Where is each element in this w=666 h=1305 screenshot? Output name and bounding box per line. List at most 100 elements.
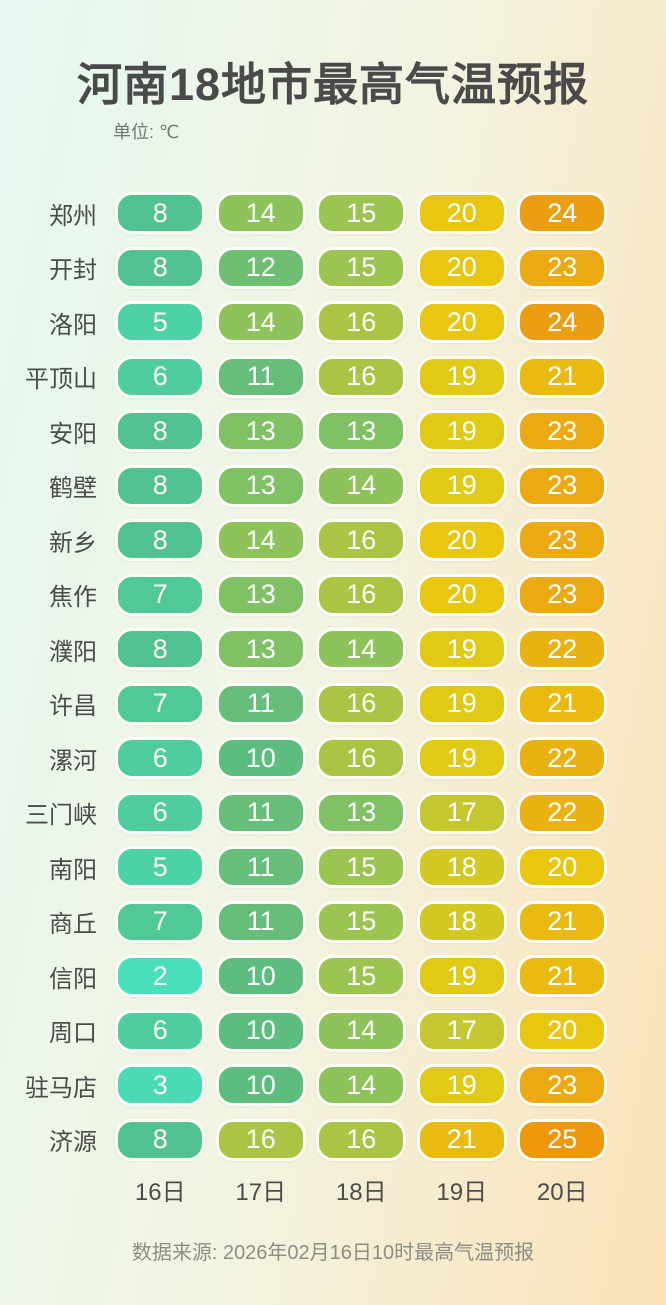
- temperature-pill: 10: [215, 955, 306, 997]
- temperature-pill: 14: [316, 1009, 407, 1052]
- temperature-cell: 17: [412, 1009, 513, 1052]
- temperature-cells: 2 10 15 19 21: [110, 955, 613, 997]
- temperature-cell: 16: [211, 1118, 312, 1161]
- temperature-cell: 20: [412, 573, 513, 616]
- temperature-cell: 8: [110, 628, 211, 670]
- temperature-cell: 16: [311, 355, 412, 398]
- temperature-pill: 18: [416, 900, 507, 943]
- city-label: 驻马店: [25, 1074, 97, 1102]
- city-label: 漯河: [49, 747, 97, 775]
- temperature-cell: 14: [311, 628, 412, 670]
- table-row: 郑州 8 14 15 20 24: [0, 192, 613, 234]
- temperature-pill: 11: [215, 900, 306, 943]
- temperature-pill: 5: [115, 301, 206, 343]
- temperature-cell: 8: [110, 464, 211, 507]
- city-label: 周口: [49, 1020, 97, 1047]
- temperature-cells: 6 11 16 19 21: [110, 355, 613, 398]
- city-label: 焦作: [49, 584, 97, 611]
- city-label: 许昌: [49, 693, 97, 720]
- temperature-pill: 21: [517, 900, 608, 943]
- temperature-pill: 6: [115, 355, 206, 398]
- city-label: 平顶山: [25, 366, 97, 393]
- city-label: 濮阳: [49, 638, 97, 666]
- temperature-cell: 16: [311, 573, 412, 616]
- temperature-pill: 14: [215, 301, 306, 343]
- date-label: 18日: [335, 1179, 387, 1206]
- temperature-pill: 20: [416, 192, 507, 234]
- temperature-pill: 15: [316, 900, 407, 943]
- temperature-cell: 19: [412, 1064, 513, 1106]
- temperature-cell: 3: [110, 1064, 211, 1106]
- temperature-pill: 23: [517, 1064, 608, 1106]
- temperature-cell: 10: [211, 1009, 312, 1052]
- temperature-cell: 18: [412, 846, 513, 888]
- temperature-cell: 7: [110, 682, 211, 725]
- temperature-cell: 11: [211, 900, 312, 943]
- temperature-pill: 21: [517, 955, 608, 997]
- table-row: 信阳 2 10 15 19 21: [0, 955, 613, 997]
- temperature-cells: 7 11 15 18 21: [110, 900, 613, 943]
- city-label: 安阳: [49, 420, 97, 448]
- temperature-cells: 7 11 16 19 21: [110, 682, 613, 725]
- temperature-pill: 15: [316, 246, 407, 289]
- table-row: 商丘 7 11 15 18 21: [0, 900, 613, 943]
- temperature-cells: 5 14 16 20 24: [110, 301, 613, 343]
- temperature-cell: 13: [211, 628, 312, 670]
- temperature-pill: 20: [416, 573, 507, 616]
- temperature-cells: 8 13 13 19 23: [110, 410, 613, 452]
- temperature-pill: 23: [517, 410, 608, 452]
- temperature-pill: 10: [215, 737, 306, 779]
- temperature-pill: 8: [115, 519, 206, 561]
- temperature-pill: 5: [115, 846, 206, 888]
- temperature-pill: 22: [517, 628, 608, 670]
- city-label: 郑州: [49, 202, 97, 230]
- temperature-cell: 22: [512, 791, 613, 834]
- temperature-cells: 5 11 15 18 20: [110, 846, 613, 888]
- table-row: 漯河 6 10 16 19 22: [0, 737, 613, 779]
- temperature-cell: 16: [311, 737, 412, 779]
- table-row: 三门峡 6 11 13 17 22: [0, 791, 613, 834]
- temperature-cell: 8: [110, 246, 211, 289]
- temperature-cell: 15: [311, 192, 412, 234]
- temperature-cells: 8 16 16 21 25: [110, 1118, 613, 1161]
- temperature-cell: 6: [110, 791, 211, 834]
- temperature-pill: 16: [316, 573, 407, 616]
- temperature-cell: 11: [211, 846, 312, 888]
- temperature-cell: 21: [512, 355, 613, 398]
- temperature-cell: 19: [412, 737, 513, 779]
- temperature-cell: 25: [512, 1118, 613, 1161]
- temperature-pill: 19: [416, 464, 507, 507]
- temperature-cell: 13: [211, 464, 312, 507]
- date-label: 16日: [134, 1179, 186, 1206]
- temperature-pill: 24: [517, 192, 608, 234]
- temperature-cell: 14: [311, 464, 412, 507]
- temperature-cell: 15: [311, 955, 412, 997]
- city-label: 济源: [49, 1129, 97, 1156]
- temperature-cells: 8 14 15 20 24: [110, 192, 613, 234]
- temperature-pill: 15: [316, 846, 407, 888]
- temperature-pill: 8: [115, 410, 206, 452]
- temperature-cell: 19: [412, 955, 513, 997]
- temperature-pill: 22: [517, 791, 608, 834]
- temperature-pill: 16: [316, 301, 407, 343]
- temperature-pill: 23: [517, 464, 608, 507]
- date-label: 19日: [436, 1179, 488, 1206]
- page-title: 河南18地市最高气温预报: [76, 59, 590, 110]
- temperature-cell: 19: [412, 464, 513, 507]
- temperature-pill: 14: [316, 628, 407, 670]
- temperature-cell: 5: [110, 846, 211, 888]
- temperature-cell: 8: [110, 410, 211, 452]
- temperature-pill: 19: [416, 682, 507, 725]
- table-row: 焦作 7 13 16 20 23: [0, 573, 613, 616]
- temperature-pill: 19: [416, 955, 507, 997]
- temperature-pill: 11: [215, 846, 306, 888]
- temperature-cell: 16: [311, 682, 412, 725]
- temperature-cells: 8 13 14 19 22: [110, 628, 613, 670]
- temperature-pill: 14: [316, 1064, 407, 1106]
- temperature-pill: 14: [316, 464, 407, 507]
- city-label: 鹤壁: [49, 475, 97, 502]
- temperature-pill: 15: [316, 192, 407, 234]
- temperature-pill: 20: [416, 519, 507, 561]
- forecast-table: 郑州 8 14 15 20 24 开封 8 12 15 20 23 洛阳 5 14 16 20 24 平顶山 6 11 1…: [0, 192, 613, 1161]
